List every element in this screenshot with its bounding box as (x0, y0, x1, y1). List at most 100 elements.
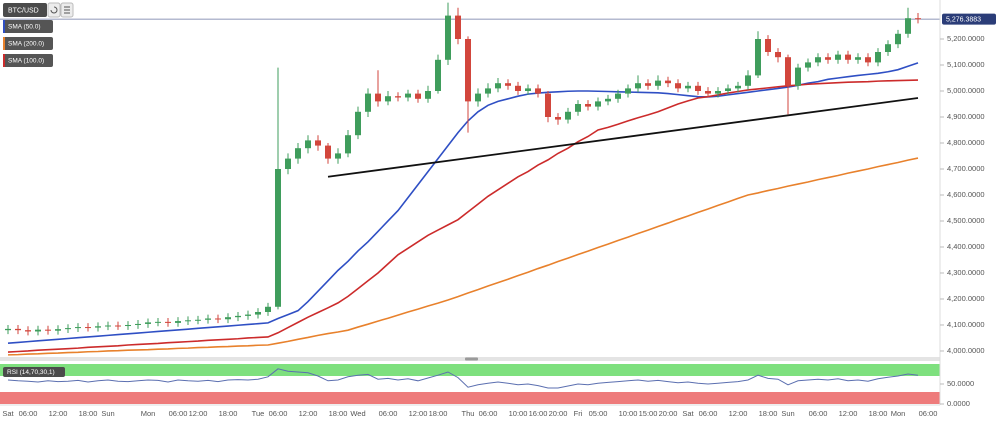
rsi-y-tick-label: 0.0000 (947, 399, 970, 408)
candle-body (175, 321, 181, 323)
x-tick-label: 16:00 (529, 409, 548, 418)
x-tick-label: 12:00 (729, 409, 748, 418)
candle-body (895, 33, 901, 45)
x-tick-label: 06:00 (809, 409, 828, 418)
candle-body (205, 318, 211, 320)
sma-line (7, 157, 919, 356)
rsi-label: RSI (14,70,30,1) (7, 369, 55, 376)
legend-label: SMA (100.0) (8, 58, 44, 65)
candle-body (725, 88, 731, 91)
x-tick-label: Sat (682, 409, 694, 418)
candle-body (45, 329, 51, 331)
candle-body (265, 306, 271, 312)
candle-body (185, 320, 191, 322)
refresh-icon (50, 6, 58, 14)
x-tick-label: Mon (891, 409, 906, 418)
y-tick-label: 4,900.0000 (947, 112, 985, 121)
candle-body (325, 145, 331, 159)
candle-body (165, 321, 171, 323)
candle-body (755, 38, 761, 76)
candle-body (115, 325, 121, 327)
x-tick-label: 12:00 (189, 409, 208, 418)
candle-body (875, 51, 881, 63)
candle-body (525, 88, 531, 91)
symbol-box[interactable] (3, 3, 47, 17)
sma-line (7, 62, 919, 344)
x-tick-label: Sun (101, 409, 114, 418)
x-tick-label: 12:00 (409, 409, 428, 418)
x-tick-label: 10:00 (509, 409, 528, 418)
y-tick-label: 4,600.0000 (947, 190, 985, 199)
candle-body (135, 323, 141, 325)
legend-label: SMA (200.0) (8, 41, 44, 48)
legend-box[interactable] (3, 37, 53, 50)
candle-body (475, 93, 481, 102)
y-tick-label: 5,000.0000 (947, 86, 985, 95)
candle-body (565, 111, 571, 120)
candle-body (125, 324, 131, 327)
y-tick-label: 4,200.0000 (947, 294, 985, 303)
legend-box[interactable] (3, 54, 53, 67)
candle-body (355, 111, 361, 136)
y-tick-label: 4,700.0000 (947, 164, 985, 173)
candle-body (305, 140, 311, 149)
x-tick-label: 06:00 (169, 409, 188, 418)
candle-body (5, 328, 11, 331)
candle-body (395, 96, 401, 98)
legend-swatch (3, 54, 5, 67)
x-tick-label: 12:00 (839, 409, 858, 418)
rsi-label-box[interactable] (3, 367, 65, 377)
candle-body (225, 317, 231, 320)
candle-body (645, 83, 651, 86)
x-tick-label: 18:00 (869, 409, 888, 418)
candle-body (445, 15, 451, 60)
x-tick-label: 18:00 (329, 409, 348, 418)
x-tick-label: Mon (141, 409, 156, 418)
candle-body (885, 44, 891, 52)
x-tick-label: 12:00 (49, 409, 68, 418)
x-tick-label: Sat (2, 409, 14, 418)
x-tick-label: 18:00 (759, 409, 778, 418)
candle-body (695, 85, 701, 91)
x-tick-label: Thu (462, 409, 475, 418)
candle-body (155, 321, 161, 323)
candle-body (55, 329, 61, 331)
sma-line (7, 79, 919, 353)
rsi-y-tick-label: 50.0000 (947, 379, 974, 388)
candle-body (485, 88, 491, 94)
candle-body (575, 103, 581, 112)
candle-body (845, 54, 851, 60)
legend-swatch (3, 37, 5, 50)
candle-body (625, 88, 631, 94)
candle-body (915, 18, 921, 20)
x-tick-label: 20:00 (549, 409, 568, 418)
pane-resize-handle[interactable] (465, 357, 478, 361)
symbol-legend[interactable]: BTC/USD (3, 2, 74, 18)
x-tick-label: 06:00 (269, 409, 288, 418)
legend-box[interactable] (3, 20, 53, 33)
candle-body (385, 96, 391, 102)
candle-body (405, 93, 411, 98)
settings-icon (64, 6, 70, 14)
candle-body (65, 328, 71, 330)
y-tick-label: 5,200.0000 (947, 34, 985, 43)
candle-body (495, 83, 501, 89)
candle-body (805, 62, 811, 68)
candle-body (275, 168, 281, 307)
candle-body (455, 15, 461, 39)
x-tick-label: 20:00 (659, 409, 678, 418)
candle-body (595, 101, 601, 107)
symbol-label: BTC/USD (8, 7, 39, 14)
candle-body (255, 311, 261, 315)
candle-body (815, 57, 821, 63)
refresh-button[interactable] (47, 2, 61, 18)
candle-body (195, 319, 201, 321)
candle-body (655, 80, 661, 86)
candle-body (365, 93, 371, 112)
x-tick-label: 05:00 (589, 409, 608, 418)
x-tick-label: 18:00 (429, 409, 448, 418)
x-tick-label: Sun (781, 409, 794, 418)
x-tick-label: 12:00 (299, 409, 318, 418)
x-tick-label: 06:00 (699, 409, 718, 418)
